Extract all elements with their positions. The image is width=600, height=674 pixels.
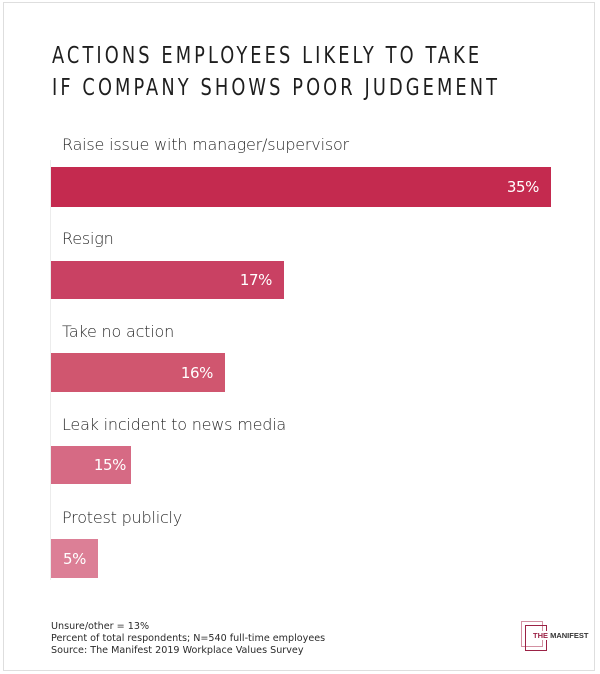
- bar-value: 35%: [506, 178, 540, 196]
- the-manifest-logo: THE MANIFEST: [521, 621, 591, 651]
- bar-value: 16%: [180, 363, 214, 382]
- bar-value: 15%: [93, 456, 127, 474]
- bar-label: Take no action: [62, 322, 175, 341]
- bar-label: Leak incident to news media: [62, 415, 287, 434]
- bar-resign: 17%: [51, 261, 284, 299]
- bar-value: 5%: [63, 549, 86, 568]
- bar-label: Raise issue with manager/supervisor: [62, 135, 349, 154]
- bar-leak-to-media: 15%: [51, 446, 131, 484]
- bar-raise-issue: 35%: [51, 167, 551, 207]
- bar-label: Protest publicly: [62, 508, 183, 527]
- axis-baseline: [50, 160, 51, 580]
- chart-card: [3, 2, 595, 671]
- bar-value: 17%: [239, 271, 273, 289]
- footnote-source: Source: The Manifest 2019 Workplace Valu…: [51, 645, 304, 656]
- logo-text: THE MANIFEST: [532, 631, 590, 640]
- bar-label: Resign: [62, 229, 114, 248]
- footnote-respondents: Percent of total respondents; N=540 full…: [51, 633, 326, 644]
- chart-footnotes: Unsure/other = 13% Percent of total resp…: [51, 621, 325, 657]
- footnote-unsure: Unsure/other = 13%: [51, 621, 150, 632]
- bar-protest-publicly: 5%: [51, 539, 98, 578]
- chart-title: ACTIONS EMPLOYEES LIKELY TO TAKE IF COMP…: [52, 40, 500, 104]
- chart-title-line-1: ACTIONS EMPLOYEES LIKELY TO TAKE: [52, 43, 483, 69]
- bar-take-no-action: 16%: [51, 353, 225, 392]
- chart-title-line-2: IF COMPANY SHOWS POOR JUDGEMENT: [52, 75, 501, 101]
